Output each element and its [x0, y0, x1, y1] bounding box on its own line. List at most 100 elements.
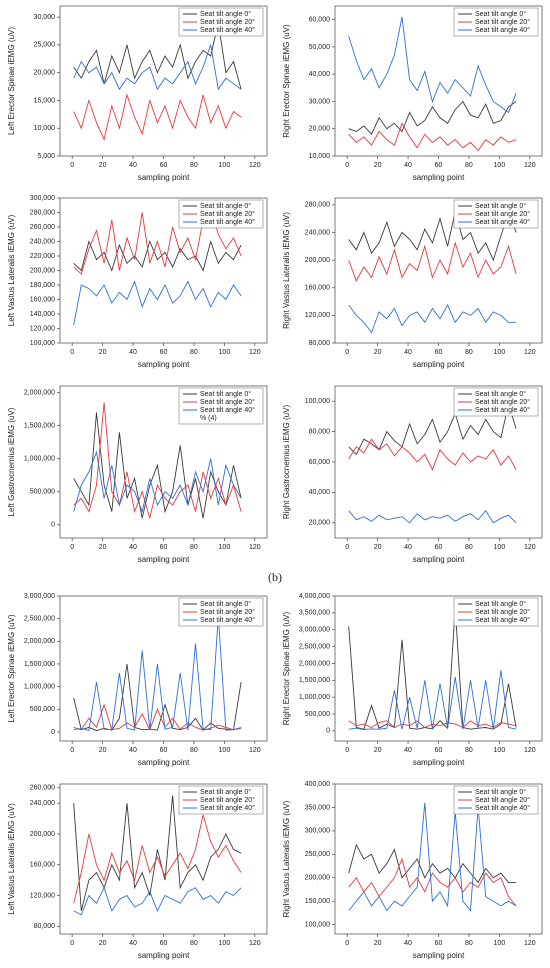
y-tick-label: 10,000 — [34, 125, 56, 132]
series-line — [73, 814, 242, 904]
x-axis-label: sampling point — [138, 173, 190, 182]
series-line — [348, 720, 517, 729]
x-tick-label: 60 — [435, 349, 443, 356]
legend-label: Seat tilt angle 0° — [475, 202, 526, 210]
y-tick-label: 260,000 — [30, 224, 55, 231]
y-axis-label: Right Vastus Lateralis iEMG (uV) — [282, 212, 291, 329]
legend-label: Seat tilt angle 0° — [200, 202, 251, 210]
y-tick-label: 1,000,000 — [24, 456, 55, 463]
legend-label: Seat tilt angle 40° — [475, 26, 530, 34]
x-tick-label: 20 — [99, 544, 107, 551]
y-tick-label: 350,000 — [305, 804, 330, 811]
x-tick-label: 60 — [435, 940, 443, 947]
legend-label: Seat tilt angle 20° — [475, 796, 530, 804]
y-axis-label: Left Vastus Lateralis iEMG (uV) — [7, 214, 16, 326]
x-tick-label: 80 — [190, 747, 198, 754]
legend-label: Seat tilt angle 20° — [475, 18, 530, 26]
y-tick-label: 200,000 — [305, 875, 330, 882]
x-tick-label: 20 — [374, 747, 382, 754]
series-line — [348, 857, 517, 907]
x-tick-label: 60 — [435, 162, 443, 169]
x-axis-label: sampling point — [138, 758, 190, 767]
y-tick-label: 280,000 — [30, 209, 55, 216]
x-axis-label: sampling point — [413, 360, 465, 369]
legend-label: Seat tilt angle 40° — [200, 218, 255, 226]
y-tick-label: 200,000 — [305, 257, 330, 264]
legend-label: Seat tilt angle 0° — [475, 788, 526, 796]
series-line — [73, 402, 242, 519]
series-line — [73, 703, 242, 731]
y-tick-label: 20,000 — [34, 70, 56, 77]
y-tick-label: 40,000 — [309, 71, 331, 78]
x-axis-label: sampling point — [138, 555, 190, 564]
x-tick-label: 80 — [190, 544, 198, 551]
x-tick-label: 120 — [249, 544, 261, 551]
y-tick-label: 10,000 — [309, 153, 331, 160]
y-tick-label: 30,000 — [34, 14, 56, 21]
x-tick-label: 120 — [249, 747, 261, 754]
x-tick-label: 60 — [435, 747, 443, 754]
x-axis-label: sampling point — [138, 951, 190, 960]
legend-label: Seat tilt angle 20° — [475, 210, 530, 218]
x-tick-label: 20 — [374, 349, 382, 356]
legend-label: Seat tilt angle 20° — [200, 398, 255, 406]
x-tick-label: 20 — [99, 747, 107, 754]
legend-label: Seat tilt angle 0° — [200, 10, 251, 18]
series-line — [73, 239, 242, 272]
legend-label: Seat tilt angle 40° — [200, 26, 255, 34]
x-tick-label: 100 — [219, 747, 231, 754]
series-line — [348, 122, 517, 152]
y-tick-label: 150,000 — [305, 898, 330, 905]
x-tick-label: 100 — [219, 162, 231, 169]
x-tick-label: 0 — [345, 544, 349, 551]
y-tick-label: 120,000 — [30, 325, 55, 332]
legend-label: Seat tilt angle 40° — [200, 616, 255, 624]
series-line — [348, 802, 517, 912]
x-tick-label: 80 — [465, 544, 473, 551]
y-tick-label: 1,500,000 — [24, 422, 55, 429]
y-tick-label: 240,000 — [30, 800, 55, 807]
x-axis-label: sampling point — [138, 360, 190, 369]
y-tick-label: 160,000 — [30, 296, 55, 303]
y-axis-label: Left Vastus Lateralis iEMG (uV) — [7, 803, 16, 915]
y-tick-label: 1,500,000 — [24, 661, 55, 668]
panel-label: (b) — [268, 570, 282, 584]
x-tick-label: 40 — [129, 162, 137, 169]
series-line — [348, 843, 517, 884]
y-tick-label: 300,000 — [305, 828, 330, 835]
series-line — [348, 438, 517, 471]
x-axis-label: sampling point — [413, 555, 465, 564]
x-tick-label: 120 — [524, 747, 536, 754]
x-tick-label: 20 — [374, 162, 382, 169]
y-tick-label: 100,000 — [30, 340, 55, 347]
legend-label: Seat tilt angle 20° — [475, 608, 530, 616]
legend-label: Seat tilt angle 40° — [200, 406, 255, 414]
legend-label: Seat tilt angle 0° — [475, 10, 526, 18]
x-tick-label: 40 — [404, 940, 412, 947]
y-tick-label: 3,500,000 — [299, 610, 330, 617]
x-tick-label: 60 — [160, 940, 168, 947]
x-tick-label: 80 — [190, 940, 198, 947]
series-line — [73, 22, 242, 90]
y-tick-label: 120,000 — [305, 312, 330, 319]
x-tick-label: 0 — [345, 349, 349, 356]
series-line — [73, 616, 242, 732]
y-tick-label: 4,000,000 — [299, 593, 330, 600]
y-axis-label: Left Erector Spinae iEMG (uV) — [7, 614, 16, 722]
legend-label: Seat tilt angle 20° — [200, 796, 255, 804]
y-tick-label: 1,500,000 — [299, 677, 330, 684]
legend-label: Seat tilt angle 20° — [200, 608, 255, 616]
y-tick-label: 180,000 — [30, 282, 55, 289]
x-tick-label: 120 — [524, 940, 536, 947]
x-tick-label: 0 — [70, 349, 74, 356]
x-tick-label: 100 — [494, 747, 506, 754]
x-tick-label: 120 — [249, 349, 261, 356]
x-tick-label: 40 — [404, 349, 412, 356]
y-tick-label: 260,000 — [30, 785, 55, 792]
series-line — [73, 93, 242, 141]
y-axis-label: Left Gastrocnemius iEMG (uV) — [7, 407, 16, 516]
series-line — [73, 795, 242, 912]
x-tick-label: 0 — [345, 940, 349, 947]
x-tick-label: 60 — [160, 162, 168, 169]
